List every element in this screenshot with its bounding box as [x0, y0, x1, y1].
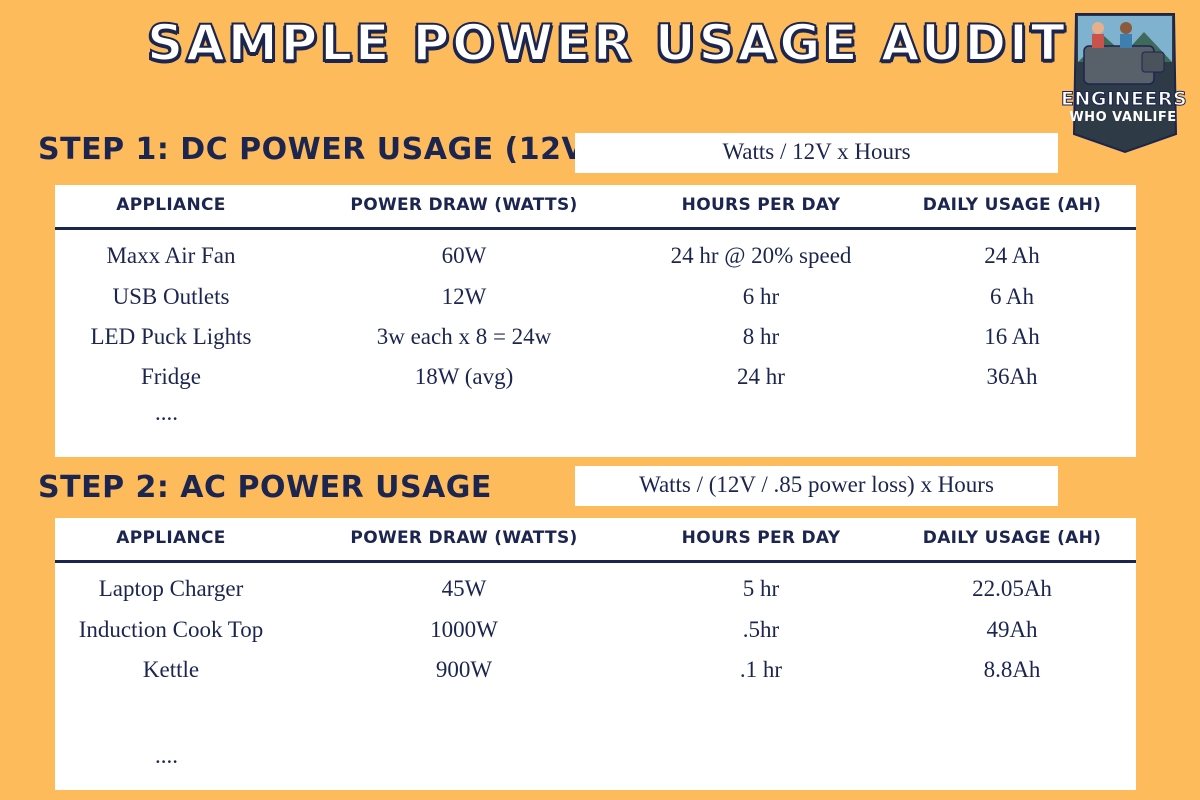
header-daily-usage: DAILY USAGE (AH)	[922, 195, 1102, 215]
step2-table: APPLIANCE POWER DRAW (WATTS) HOURS PER D…	[55, 518, 1136, 790]
cell-hours: 8 hr	[742, 324, 780, 349]
cell-power-draw: 1000W	[430, 617, 498, 642]
header-hours-per-day: HOURS PER DAY	[681, 528, 841, 548]
table-row: Fridge 18W (avg) 24 hr 36Ah	[55, 364, 1136, 398]
cell-power-draw: 12W	[441, 284, 487, 309]
cell-appliance: Induction Cook Top	[78, 617, 264, 642]
logo-tagline: WHO VANLIFE	[1069, 110, 1177, 125]
cell-appliance: USB Outlets	[112, 284, 230, 309]
step1-formula: Watts / 12V x Hours	[575, 133, 1058, 173]
cell-daily-usage: 6 Ah	[989, 284, 1035, 309]
cell-daily-usage: 24 Ah	[984, 243, 1040, 268]
cell-power-draw: 900W	[435, 657, 493, 682]
cell-hours: .5hr	[742, 617, 780, 642]
cell-daily-usage: 16 Ah	[984, 324, 1040, 349]
cell-daily-usage: 36Ah	[986, 364, 1038, 389]
table-row: Laptop Charger 45W 5 hr 22.05Ah	[55, 576, 1136, 610]
header-power-draw: POWER DRAW (WATTS)	[350, 528, 578, 548]
header-power-draw: POWER DRAW (WATTS)	[350, 195, 578, 215]
cell-hours: 5 hr	[742, 576, 780, 601]
more-rows-ellipsis: ....	[155, 400, 178, 425]
engineers-who-vanlife-logo	[1072, 13, 1178, 154]
cell-daily-usage: 22.05Ah	[972, 576, 1052, 601]
header-hours-per-day: HOURS PER DAY	[681, 195, 841, 215]
cell-daily-usage: 8.8Ah	[983, 657, 1041, 682]
page-title: SAMPLE POWER USAGE AUDIT	[146, 13, 1068, 73]
table-row: LED Puck Lights 3w each x 8 = 24w 8 hr 1…	[55, 324, 1136, 358]
step2-heading: STEP 2: AC POWER USAGE	[38, 470, 492, 505]
table-header: APPLIANCE POWER DRAW (WATTS) HOURS PER D…	[55, 185, 1136, 230]
cell-appliance: Laptop Charger	[98, 576, 244, 601]
table-row: Induction Cook Top 1000W .5hr 49Ah	[55, 617, 1136, 651]
step1-heading: STEP 1: DC POWER USAGE (12V)	[38, 132, 600, 167]
cell-power-draw: 60W	[441, 243, 487, 268]
table-row: Maxx Air Fan 60W 24 hr @ 20% speed 24 Ah	[55, 243, 1136, 277]
table-row: USB Outlets 12W 6 hr 6 Ah	[55, 284, 1136, 318]
header-appliance: APPLIANCE	[116, 528, 226, 548]
logo-wordmark: ENGINEERS	[1061, 88, 1188, 111]
cell-power-draw: 3w each x 8 = 24w	[376, 324, 552, 349]
table-row: Kettle 900W .1 hr 8.8Ah	[55, 657, 1136, 691]
step2-formula: Watts / (12V / .85 power loss) x Hours	[575, 466, 1058, 506]
table-header: APPLIANCE POWER DRAW (WATTS) HOURS PER D…	[55, 518, 1136, 563]
cell-appliance: Kettle	[142, 657, 200, 682]
cell-appliance: Maxx Air Fan	[106, 243, 236, 268]
cell-hours: 24 hr	[737, 364, 785, 389]
cell-appliance: LED Puck Lights	[90, 324, 252, 349]
cell-hours: 6 hr	[742, 284, 780, 309]
cell-power-draw: 45W	[441, 576, 487, 601]
step1-table: APPLIANCE POWER DRAW (WATTS) HOURS PER D…	[55, 185, 1136, 457]
cell-power-draw: 18W (avg)	[414, 364, 514, 389]
header-daily-usage: DAILY USAGE (AH)	[922, 528, 1102, 548]
more-rows-ellipsis: ....	[155, 743, 178, 768]
cell-hours: .1 hr	[739, 657, 783, 682]
header-appliance: APPLIANCE	[116, 195, 226, 215]
cell-appliance: Fridge	[140, 364, 202, 389]
cell-hours: 24 hr @ 20% speed	[670, 243, 852, 268]
cell-daily-usage: 49Ah	[986, 617, 1038, 642]
